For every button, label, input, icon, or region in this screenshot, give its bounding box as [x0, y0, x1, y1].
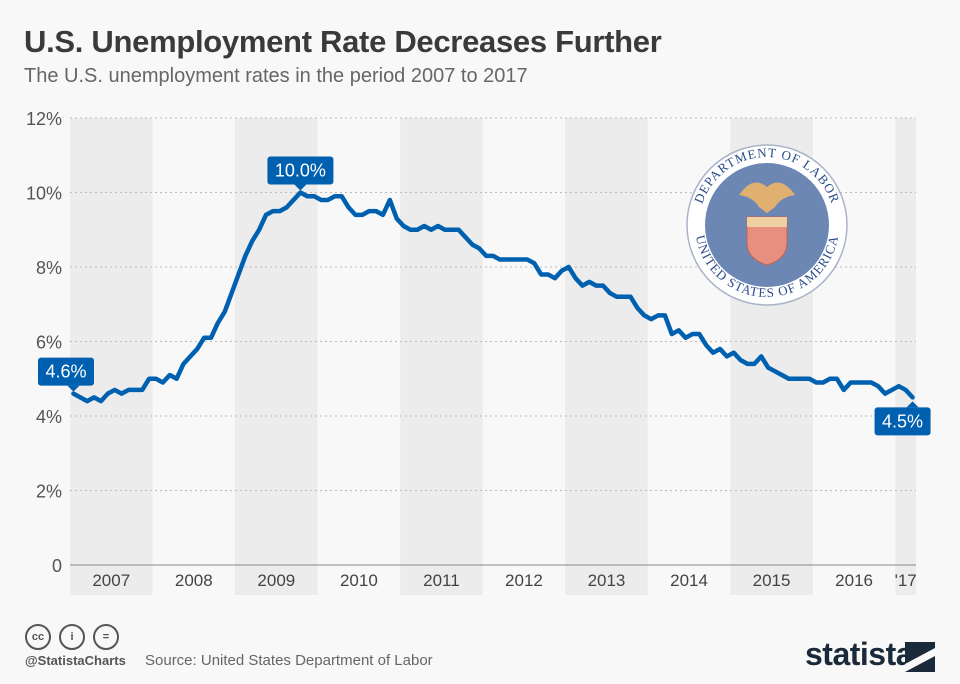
annotation-pointer	[906, 401, 919, 408]
y-tick-label: 12%	[26, 109, 62, 129]
y-tick-label: 4%	[36, 407, 62, 427]
x-tick-label: 2015	[753, 571, 791, 590]
x-tick-label: 2014	[670, 571, 708, 590]
x-tick-label: 2007	[92, 571, 130, 590]
year-band	[235, 118, 318, 595]
x-tick-label: 2009	[257, 571, 295, 590]
x-tick-label: 2010	[340, 571, 378, 590]
series-line	[71, 190, 915, 404]
cc-icon: cc	[25, 624, 51, 650]
annotation-label: 4.5%	[874, 401, 931, 436]
eagle-icon	[739, 182, 795, 213]
y-tick-label: 10%	[26, 184, 62, 204]
source-note: Source: United States Department of Labo…	[145, 652, 433, 669]
y-tick-label: 0	[52, 556, 62, 576]
x-tick-label: '17	[895, 571, 917, 590]
x-tick-label: 2016	[835, 571, 873, 590]
annotation-text: 4.6%	[45, 362, 86, 382]
y-tick-label: 8%	[36, 258, 62, 278]
annotation-box	[267, 156, 334, 185]
annotation-label: 10.0%	[267, 156, 334, 191]
shield-chief	[747, 217, 787, 227]
annotation-box	[874, 407, 931, 436]
annotation-pointer	[294, 184, 307, 191]
x-tick-label: 2013	[588, 571, 626, 590]
annotation-label: 4.6%	[38, 357, 94, 392]
statista-logo-text: statista	[805, 636, 914, 672]
chart-title: U.S. Unemployment Rate Decreases Further	[24, 24, 662, 59]
annotation-text: 4.5%	[882, 411, 923, 431]
y-tick-label: 2%	[36, 482, 62, 502]
annotation-pointer	[67, 385, 80, 392]
x-tick-label: 2011	[423, 571, 460, 590]
year-band	[565, 118, 648, 595]
statista-logo-mark-icon	[905, 642, 935, 672]
statista-logo[interactable]: statista	[805, 636, 935, 673]
x-tick-label: 2012	[505, 571, 543, 590]
twitter-handle[interactable]: @StatistaCharts	[25, 653, 126, 668]
year-band	[70, 118, 153, 595]
annotation-text: 10.0%	[275, 161, 326, 181]
year-band	[400, 118, 483, 595]
no-derivatives-icon: =	[93, 624, 119, 650]
x-tick-label: 2008	[175, 571, 213, 590]
y-tick-label: 6%	[36, 333, 62, 353]
annotation-box	[38, 357, 94, 386]
attribution-icon: i	[59, 624, 85, 650]
chart-subtitle: The U.S. unemployment rates in the perio…	[24, 65, 528, 87]
year-band	[895, 118, 916, 595]
shield-icon	[746, 216, 788, 266]
